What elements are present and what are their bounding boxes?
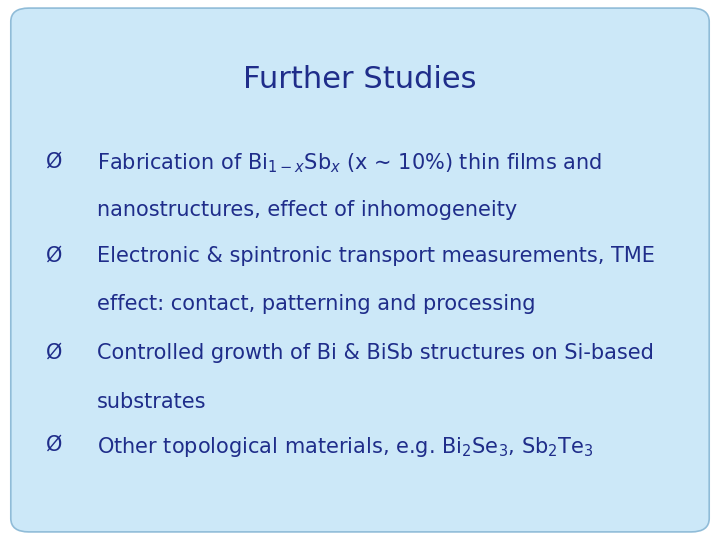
- Text: Ø: Ø: [46, 246, 62, 266]
- Text: Fabrication of Bi$_{1-x}$Sb$_{x}$ (x ∼ 10%) thin films and: Fabrication of Bi$_{1-x}$Sb$_{x}$ (x ∼ 1…: [97, 151, 603, 175]
- Text: Ø: Ø: [46, 435, 62, 455]
- Text: effect: contact, patterning and processing: effect: contact, patterning and processi…: [97, 294, 536, 314]
- Text: Ø: Ø: [46, 343, 62, 363]
- Text: substrates: substrates: [97, 392, 207, 411]
- Text: nanostructures, effect of inhomogeneity: nanostructures, effect of inhomogeneity: [97, 200, 518, 220]
- Text: Further Studies: Further Studies: [243, 65, 477, 94]
- Text: Controlled growth of Bi & BiSb structures on Si-based: Controlled growth of Bi & BiSb structure…: [97, 343, 654, 363]
- Text: Ø: Ø: [46, 151, 62, 171]
- Text: Other topological materials, e.g. Bi$_{2}$Se$_{3}$, Sb$_{2}$Te$_{3}$: Other topological materials, e.g. Bi$_{2…: [97, 435, 594, 458]
- Text: Electronic & spintronic transport measurements, TME: Electronic & spintronic transport measur…: [97, 246, 655, 266]
